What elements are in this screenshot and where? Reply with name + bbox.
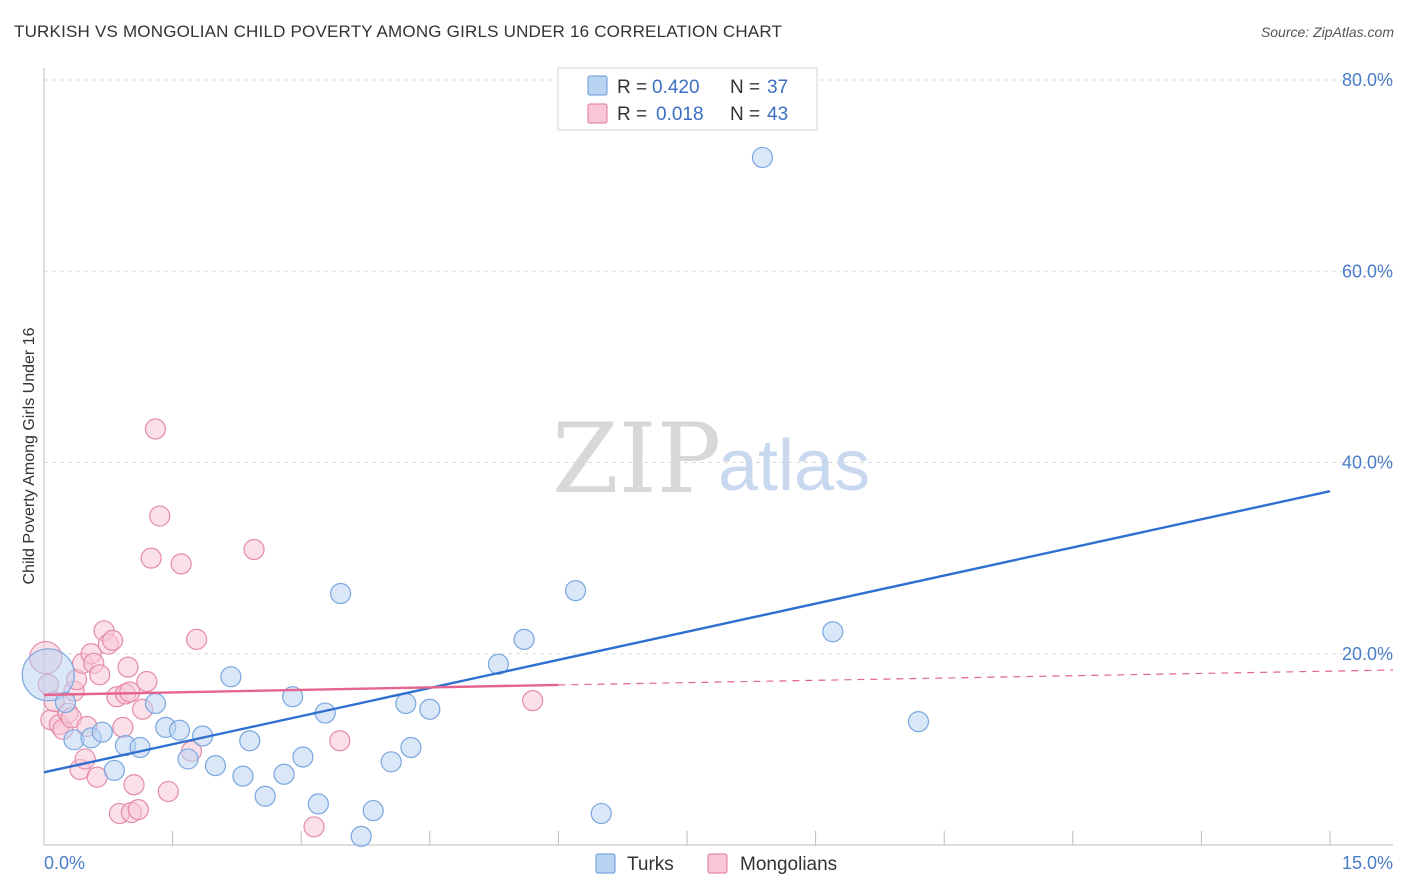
turks-point [564,580,587,602]
turks-point [204,755,227,777]
mongolians-point [522,690,544,712]
mongolians-point [149,505,171,527]
legend-r-label-turks: R = [617,77,647,98]
x-tick-label-max: 15.0% [1342,853,1393,873]
trendlines [43,490,1394,774]
turks-point [400,736,422,759]
mongolians-point [140,547,162,569]
mongolians-point [89,664,111,686]
bottom-legend: Turks Mongolians [595,853,837,875]
turks-point [168,719,191,741]
mongolians-point [303,816,325,838]
turks-point [292,746,314,768]
trendline-turks [43,490,1331,774]
turks-point [419,698,441,720]
legend-n-value-mongolians: 43 [767,104,788,125]
turks-point [91,721,113,743]
turks-point [362,799,384,822]
turks-point [380,751,402,773]
turks-point [350,825,372,847]
turks-point [282,686,304,708]
mongolians-point [170,553,192,575]
turks-point [307,793,329,815]
legend-n-label-mongolians: N = [730,104,760,125]
turks-point [177,748,199,770]
legend-r-label-mongolians: R = [617,104,647,125]
y-tick-labels: 20.0% 40.0% 60.0% 80.0% [1342,70,1393,664]
chart-title: TURKISH VS MONGOLIAN CHILD POVERTY AMONG… [14,22,783,41]
x-tick-label-min: 0.0% [44,853,85,873]
turks-point [273,763,295,785]
turks-point [513,628,535,651]
mongolians-point [117,656,139,678]
mongolians-point [157,780,179,803]
chart-source: Source: ZipAtlas.com [1260,24,1394,40]
y-axis-label: Child Poverty Among Girls Under 16 [21,327,38,584]
trendline-mongolians-extension [558,669,1394,686]
mongolians-point [101,629,124,651]
bottom-legend-swatch-turks [595,853,616,874]
turks-point [144,692,167,715]
turks-point [487,653,509,675]
turks-point [590,802,612,825]
trendline-mongolians [43,683,559,697]
mongolians-point [136,670,158,693]
bottom-legend-label-turks: Turks [627,854,674,875]
turks-point [907,711,930,733]
mongolians-point [127,799,149,821]
mongolians-point [112,716,134,738]
legend-swatch-mongolians [587,103,608,124]
watermark-zip: ZIP [552,403,721,515]
legend-r-value-mongolians: 0.018 [656,104,704,125]
legend-n-label-turks: N = [730,77,760,98]
turks-point [21,648,75,702]
legend-n-value-turks: 37 [767,77,788,98]
y-tick-label-40: 40.0% [1342,453,1393,473]
turks-point [54,691,77,714]
watermark: ZIP atlas [552,403,870,515]
mongolians-point [123,774,145,796]
watermark-atlas: atlas [718,426,870,506]
turks-point [129,736,151,759]
turks-point [232,765,254,787]
turks-point [751,146,774,169]
x-tick-labels: 0.0% 15.0% [44,853,1393,873]
y-tick-label-20: 20.0% [1342,644,1393,664]
turks-point [103,759,125,782]
mongolians-point [186,628,208,651]
turks-point [254,785,276,807]
legend-box: R = 0.420 N = 37 R = 0.018 N = 43 [557,67,818,131]
turks-point [220,666,242,688]
mongolians-point [144,418,167,440]
legend-swatch-turks [587,75,608,96]
bottom-legend-label-mongolians: Mongolians [740,854,837,875]
mongolians-point [329,730,351,752]
turks-point [330,582,352,605]
x-tick-marks [172,831,1331,845]
legend-r-value-turks: 0.420 [652,77,700,98]
mongolians-point [243,538,265,561]
turks-point [822,621,844,643]
y-tick-label-80: 80.0% [1342,70,1393,90]
gridlines [44,79,1393,655]
series-turks-points [21,146,930,847]
turks-point [395,692,417,715]
bottom-legend-swatch-mongolians [707,853,728,874]
y-tick-label-60: 60.0% [1342,261,1393,281]
turks-point [239,730,261,752]
